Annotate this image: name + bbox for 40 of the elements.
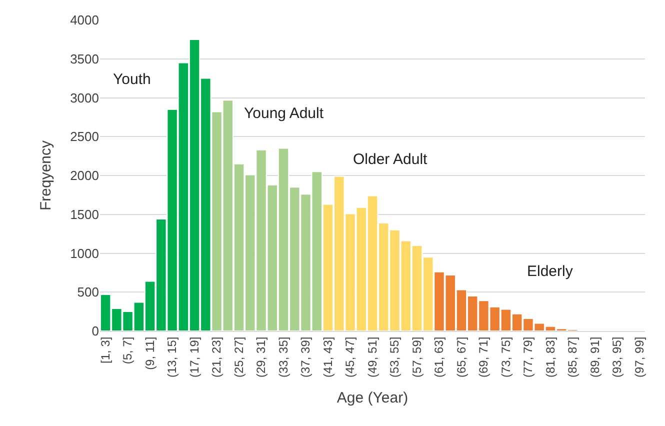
x-tick-label: (21, 23]: [210, 336, 224, 378]
x-tick-label: (33, 35]: [276, 336, 290, 378]
x-axis-title: Age (Year): [336, 390, 408, 407]
x-tick-label: (61, 63]: [432, 336, 446, 378]
x-tick-label: (49, 51]: [365, 336, 380, 378]
x-tick-label: (41, 43]: [320, 336, 335, 378]
x-tick-label: (13, 15]: [165, 336, 180, 378]
x-tick-label: (93, 95]: [610, 336, 624, 378]
y-tick-label: 4000: [70, 12, 99, 28]
x-tick-label: (17, 19]: [187, 336, 202, 378]
x-tick-label: (89, 91]: [588, 336, 602, 378]
x-tick-label: (25, 27]: [232, 336, 246, 378]
x-tick-label: (45, 47]: [343, 336, 358, 378]
x-tick-label: [1, 3]: [98, 336, 112, 364]
annotation: Youth: [113, 71, 151, 88]
x-tick-label: (77, 79]: [521, 336, 536, 378]
y-tick-label: 3000: [70, 90, 99, 106]
annotation: Older Adult: [353, 151, 428, 168]
y-tick-label: 500: [77, 284, 99, 300]
annotation: Young Adult: [244, 105, 324, 122]
x-tick-label: (53, 55]: [388, 336, 402, 378]
x-tick-label: (37, 39]: [298, 336, 313, 378]
annotation: Elderly: [527, 263, 574, 280]
y-axis-title: Freqyency: [37, 140, 54, 211]
x-tick-label: (73, 75]: [498, 336, 513, 378]
y-tick-label: 1000: [70, 246, 99, 261]
y-tick-label: 3500: [70, 51, 99, 66]
y-tick-label: 1500: [70, 206, 99, 222]
x-tick-label: (85, 87]: [566, 336, 580, 378]
x-tick-label: (5, 7]: [120, 336, 135, 364]
y-tick-label: 2500: [70, 129, 99, 144]
x-tick-label: (65, 67]: [454, 336, 468, 378]
x-tick-label: (57, 59]: [410, 336, 424, 378]
x-tick-label: (9, 11]: [142, 336, 157, 370]
x-tick-label: (97, 99]: [632, 336, 646, 378]
y-tick-label: 0: [92, 324, 99, 339]
x-tick-label: (69, 71]: [476, 336, 491, 378]
y-tick-label: 2000: [70, 168, 99, 184]
x-tick-label: (29, 31]: [254, 336, 268, 378]
x-tick-label: (81, 83]: [543, 336, 558, 378]
